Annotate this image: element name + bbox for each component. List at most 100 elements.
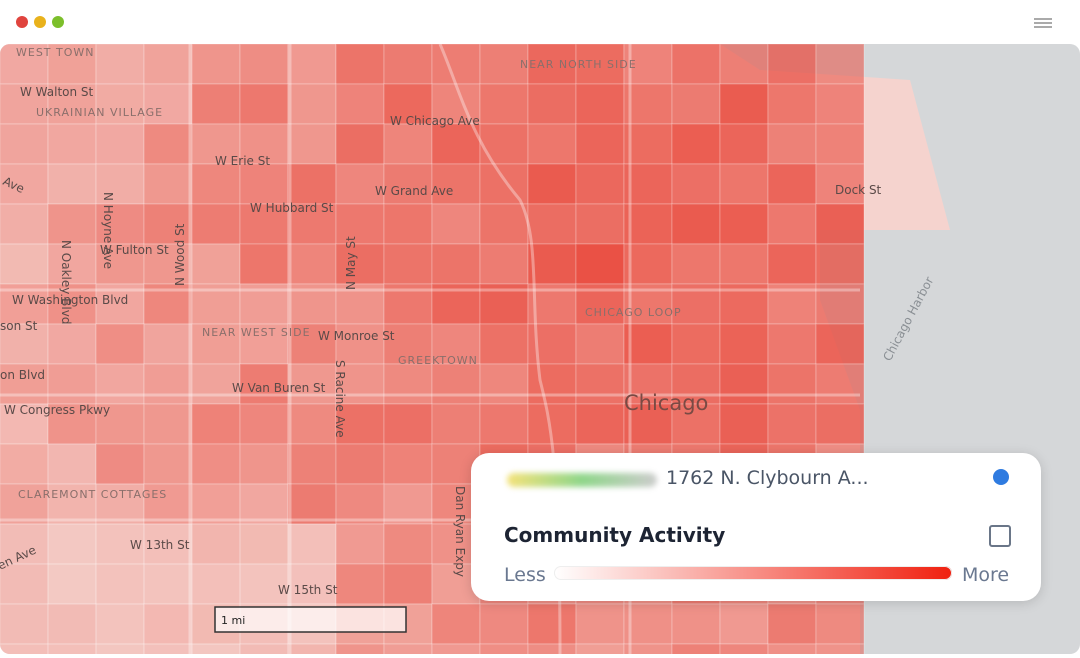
heat-cell (47, 443, 97, 485)
heat-cell (431, 643, 481, 654)
heat-cell (383, 483, 433, 525)
heat-cell (527, 363, 577, 405)
heat-cell (47, 123, 97, 165)
heat-cell (143, 243, 193, 285)
heat-cell (431, 203, 481, 245)
street-label: son St (0, 319, 38, 333)
heat-cell (335, 483, 385, 525)
heat-cell (575, 643, 625, 654)
heat-cell (623, 603, 673, 645)
heat-cell (239, 363, 289, 405)
heat-cell (383, 403, 433, 445)
heat-cell (479, 323, 529, 365)
heat-cell (479, 403, 529, 445)
heat-cell (575, 403, 625, 445)
heat-cell (0, 603, 49, 645)
heat-cell (0, 403, 49, 445)
heat-cell (95, 323, 145, 365)
heat-cell (95, 483, 145, 525)
heat-cell (815, 243, 865, 285)
heat-cell (287, 363, 337, 405)
heat-cell (0, 563, 49, 605)
heat-cell (95, 523, 145, 565)
heat-cell (479, 363, 529, 405)
heat-cell (383, 44, 433, 85)
heat-cell (191, 323, 241, 365)
heat-cell (335, 563, 385, 605)
heat-cell (0, 443, 49, 485)
status-dot (993, 469, 1009, 485)
heat-cell (287, 443, 337, 485)
heat-cell (815, 203, 865, 245)
heat-cell (383, 523, 433, 565)
minimize-dot[interactable] (34, 16, 46, 28)
heat-cell (767, 44, 817, 85)
heat-cell (287, 483, 337, 525)
street-label: W Erie St (215, 154, 270, 168)
heat-cell (191, 203, 241, 245)
street-label: W Chicago Ave (390, 114, 480, 128)
heat-cell (143, 163, 193, 205)
heat-cell (191, 44, 241, 85)
heat-cell (191, 523, 241, 565)
heat-cell (95, 123, 145, 165)
heat-cell (287, 243, 337, 285)
heat-cell (623, 163, 673, 205)
heat-cell (47, 203, 97, 245)
district-label: NEAR WEST SIDE (202, 326, 311, 339)
heat-cell (719, 403, 769, 445)
heat-cell (47, 163, 97, 205)
heat-cell (815, 44, 865, 85)
heat-cell (143, 323, 193, 365)
card-title: Community Activity (504, 523, 726, 547)
heat-cell (95, 563, 145, 605)
heat-cell (575, 323, 625, 365)
heat-cell (671, 123, 721, 165)
heat-cell (575, 203, 625, 245)
heat-cell (239, 243, 289, 285)
street-label: N Hoyne Ave (101, 192, 115, 269)
heat-cell (0, 483, 49, 525)
layers-icon[interactable] (989, 525, 1011, 547)
heat-cell (143, 643, 193, 654)
heat-cell (719, 603, 769, 645)
heat-cell (287, 83, 337, 125)
heat-cell (575, 123, 625, 165)
heat-cell (431, 44, 481, 85)
heat-cell (47, 523, 97, 565)
heat-cell (335, 44, 385, 85)
street-label: W Van Buren St (232, 381, 326, 395)
legend-gradient (554, 566, 952, 580)
heat-cell (95, 363, 145, 405)
heat-cell (767, 363, 817, 405)
heat-cell (143, 403, 193, 445)
heat-cell (431, 363, 481, 405)
heat-cell (143, 483, 193, 525)
heat-cell (479, 163, 529, 205)
street-label: W Congress Pkwy (4, 403, 110, 417)
heat-cell (0, 523, 49, 565)
heat-cell (431, 163, 481, 205)
heat-cell (719, 83, 769, 125)
heat-cell (287, 523, 337, 565)
heat-cell (527, 83, 577, 125)
heat-cell (0, 283, 49, 325)
heat-cell (719, 44, 769, 85)
scale-bar (214, 606, 407, 633)
heat-cell (335, 643, 385, 654)
heat-cell (767, 403, 817, 445)
heat-cell (335, 203, 385, 245)
menu-icon[interactable] (1034, 18, 1052, 28)
heat-cell (191, 123, 241, 165)
street-label: on Blvd (0, 368, 45, 382)
close-dot[interactable] (16, 16, 28, 28)
heat-cell (767, 323, 817, 365)
heat-cell (623, 643, 673, 654)
heat-cell (0, 203, 49, 245)
maximize-dot[interactable] (52, 16, 64, 28)
heat-cell (239, 323, 289, 365)
heat-cell (767, 643, 817, 654)
heat-cell (575, 163, 625, 205)
heat-cell (575, 363, 625, 405)
street-label: N Oakley Blvd (59, 240, 73, 324)
